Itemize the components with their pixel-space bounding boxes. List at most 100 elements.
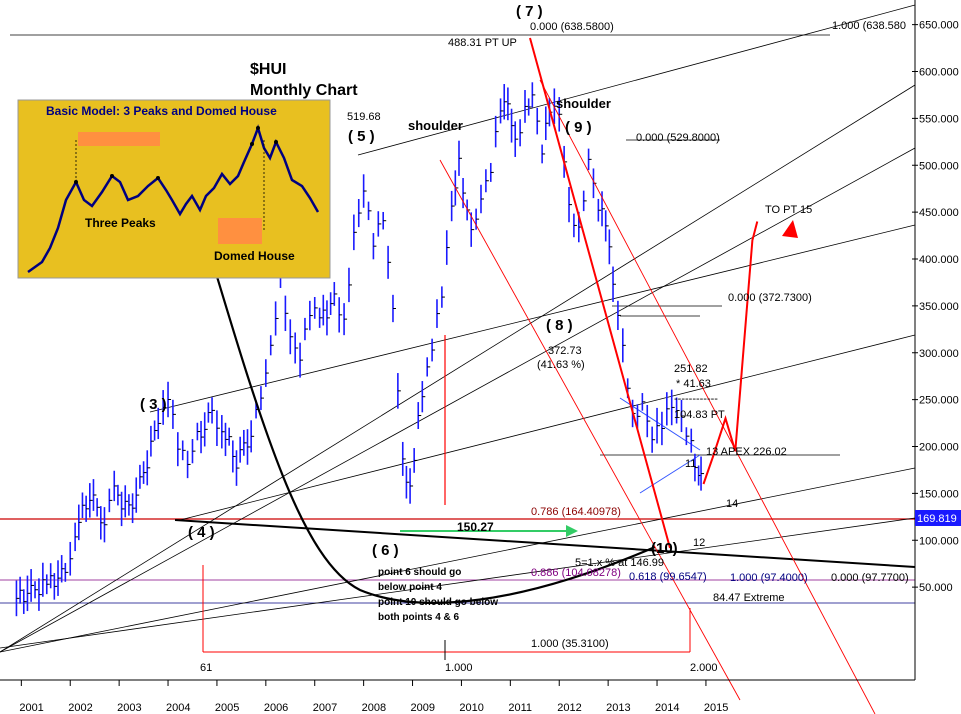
y-tick-label: 300.000 — [919, 348, 959, 360]
inset-dot — [110, 174, 114, 178]
calc-line-2: * 41.63 — [676, 378, 711, 390]
trendline — [149, 224, 916, 413]
x-tick-label: 2005 — [215, 702, 239, 714]
triangle-lower — [639, 454, 701, 494]
label-time-61: 61 — [200, 662, 212, 674]
x-axis: 2001 2002 2003 2004 2005 2006 2007 2008 2009 2010… — [0, 679, 915, 714]
x-tick-label: 2003 — [117, 702, 141, 714]
x-tick-label: 2010 — [459, 702, 483, 714]
y-tick-label: 600.000 — [919, 67, 959, 79]
label-p7-level: 0.000 (638.5800) — [530, 21, 614, 33]
last-price: 169.819 — [917, 513, 957, 525]
inset-three-peaks: Three Peaks — [85, 216, 156, 230]
x-tick-label: 2011 — [508, 702, 532, 714]
inset-dot — [156, 176, 160, 180]
trendline — [0, 84, 916, 653]
label-extreme: 84.47 Extreme — [713, 592, 785, 604]
label-fib1-a: 1.000 (97.4000) — [730, 572, 808, 584]
calc-line-4: 104.83 PT — [674, 409, 725, 421]
x-tick-label: 2009 — [411, 702, 435, 714]
red-channel-a — [439, 159, 741, 701]
label-p7-up: 488.31 PT UP — [448, 37, 517, 49]
label-p8-pct: (41.63 %) — [537, 359, 585, 371]
inset-background — [17, 99, 331, 279]
trendline — [357, 4, 916, 156]
x-tick-label: 2008 — [362, 702, 386, 714]
x-tick-label: 2004 — [166, 702, 190, 714]
inset-box-domed — [218, 218, 262, 244]
label-to-pt15: TO PT 15 — [765, 204, 812, 216]
x-tick-label: 2007 — [313, 702, 337, 714]
x-tick-label: 2002 — [68, 702, 92, 714]
label-p5: ( 5 ) — [348, 128, 375, 145]
support-line — [174, 519, 916, 568]
label-p8: ( 8 ) — [546, 317, 573, 334]
chart-subtitle: Monthly Chart — [250, 82, 358, 99]
inset-domed-house: Domed House — [214, 249, 295, 263]
chart-title: $HUI — [250, 61, 286, 78]
x-tick-label: 2013 — [606, 702, 630, 714]
inset-title: Basic Model: 3 Peaks and Domed House — [46, 104, 277, 118]
inset-dots — [74, 126, 278, 230]
label-p8-value: 372.73 — [548, 345, 582, 357]
label-p8-level: 0.000 (372.7300) — [728, 292, 812, 304]
calc-line-3: ------------ — [674, 393, 718, 405]
y-tick-label: 400.000 — [919, 254, 959, 266]
label-shoulder-right: shoulder — [556, 96, 611, 111]
inset-dot — [256, 126, 260, 130]
trendline — [0, 467, 916, 653]
red-channel-b — [539, 79, 876, 714]
label-p6-value: 150.27 — [457, 520, 494, 534]
x-tick-label: 2012 — [557, 702, 581, 714]
green-arrow-head — [566, 525, 578, 537]
note-2: below point 4 — [378, 582, 442, 593]
trendlines — [0, 4, 916, 653]
x-tick-label: 2015 — [704, 702, 728, 714]
y-tick-label: 150.000 — [919, 488, 959, 500]
projection-arrowhead — [782, 220, 798, 238]
label-shoulder-left: shoulder — [408, 118, 463, 133]
inset-dot — [274, 140, 278, 144]
label-p7: ( 7 ) — [516, 3, 543, 20]
calc-line-1: 251.82 — [674, 363, 708, 375]
label-apex: 13 APEX 226.02 — [706, 446, 787, 458]
label-12: 12 — [693, 537, 705, 549]
red-trend-main — [529, 37, 671, 549]
y-tick-label: 200.000 — [919, 442, 959, 454]
y-tick-label: 350.000 — [919, 301, 959, 313]
trendline — [179, 334, 916, 521]
y-axis: 650.000 600.000 550.000 500.000 450.000 400.0… — [912, 0, 959, 680]
note-3: point 10 should go below — [378, 597, 498, 608]
label-11: 11 — [685, 458, 696, 470]
arc-curve — [198, 219, 656, 604]
label-fib886: 0.886 (104.08278) — [531, 567, 621, 579]
y-tick-label: 550.000 — [919, 113, 959, 125]
trendline — [0, 147, 916, 653]
inset-pattern-line — [27, 124, 320, 274]
y-tick-label: 250.000 — [919, 395, 959, 407]
overlay-lines — [174, 37, 916, 714]
note-4: both points 4 & 6 — [378, 612, 460, 623]
x-tick-label: 2014 — [655, 702, 679, 714]
price-bars — [15, 82, 705, 617]
label-time-1: 1.000 — [445, 662, 473, 674]
projection-path — [702, 221, 759, 485]
label-p9-level: 0.000 (529.8000) — [636, 132, 720, 144]
x-tick-label: 2006 — [264, 702, 288, 714]
label-fib786: 0.786 (164.40978) — [531, 506, 621, 518]
label-right-top: 1.000 (638.580 — [832, 20, 906, 32]
note-1: point 6 should go — [378, 567, 461, 578]
inset-box-top — [78, 132, 160, 146]
last-price-badge — [915, 510, 961, 526]
y-tick-label: 50.000 — [919, 582, 953, 594]
x-tick-label: 2001 — [19, 702, 43, 714]
label-14: 14 — [726, 498, 738, 510]
label-five-eq: 5=1.x % at 146.99 — [575, 557, 664, 569]
label-fib618: 0.618 (99.6547) — [629, 571, 707, 583]
label-p5-value: 519.68 — [347, 111, 381, 123]
inset-model: Basic Model: 3 Peaks and Domed House Thr… — [17, 99, 331, 279]
inset-dot — [250, 142, 254, 146]
y-tick-label: 650.000 — [919, 20, 959, 32]
label-fib1-b: 1.000 (35.3100) — [531, 638, 609, 650]
